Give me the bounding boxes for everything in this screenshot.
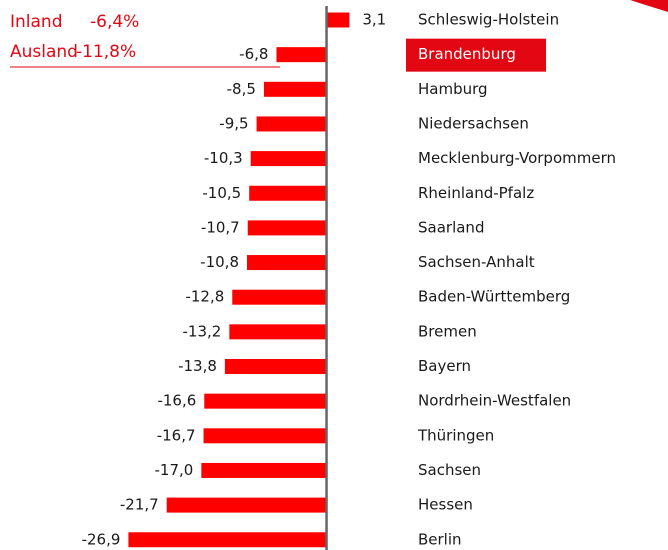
bar [229, 324, 327, 340]
value-label: -10,8 [200, 253, 239, 271]
bar [246, 255, 327, 271]
category-label: Thüringen [417, 426, 494, 444]
value-label: -10,3 [204, 149, 243, 167]
corner-decoration [630, 0, 668, 12]
bar [203, 428, 327, 444]
category-label: Schleswig-Holstein [418, 11, 559, 29]
bar [250, 151, 327, 167]
value-label: -16,6 [157, 392, 196, 410]
bar [201, 462, 327, 478]
category-label: Bayern [418, 357, 471, 375]
bar [249, 185, 327, 201]
category-label: Saarland [418, 218, 484, 236]
value-label: 3,1 [362, 11, 386, 29]
value-label: -13,8 [178, 357, 217, 375]
bar [224, 359, 327, 374]
category-label: Rheinland-Pfalz [418, 184, 534, 202]
value-label: -26,9 [82, 530, 121, 548]
bar [276, 47, 327, 63]
bar [256, 116, 327, 132]
category-label: Niedersachsen [418, 114, 529, 132]
annotation-label: Inland [10, 12, 63, 32]
category-label: Sachsen-Anhalt [418, 253, 535, 271]
value-label: -8,5 [227, 80, 256, 98]
value-label: -13,2 [183, 322, 222, 340]
value-label: -16,7 [157, 426, 196, 444]
annotation-label: Ausland [10, 42, 78, 62]
annotation-value: -11,8% [76, 42, 136, 62]
category-label: Hamburg [418, 80, 488, 98]
category-label: Hessen [418, 496, 473, 514]
highlight-box [406, 38, 546, 72]
value-label: -9,5 [219, 114, 248, 132]
category-label: Sachsen [418, 461, 481, 479]
value-label: -6,8 [239, 45, 268, 63]
category-label: Mecklenburg-Vorpommern [418, 149, 616, 167]
bar [263, 81, 327, 97]
category-label: Brandenburg [418, 45, 516, 63]
category-label: Nordrhein-Westfalen [418, 392, 571, 410]
bar [166, 497, 327, 513]
value-label: -10,7 [201, 218, 240, 236]
category-label: Berlin [418, 530, 462, 548]
bar [204, 393, 327, 409]
value-label: -21,7 [120, 496, 159, 514]
annotation-value: -6,4% [90, 12, 139, 32]
value-label: -17,0 [155, 461, 194, 479]
category-label: Bremen [418, 322, 477, 340]
bar [232, 289, 327, 305]
value-label: -10,5 [202, 184, 241, 202]
value-label: -12,8 [185, 288, 224, 306]
bar [128, 532, 327, 548]
category-label: Baden-Württemberg [418, 288, 570, 306]
bar [247, 220, 327, 236]
bar [326, 12, 350, 28]
